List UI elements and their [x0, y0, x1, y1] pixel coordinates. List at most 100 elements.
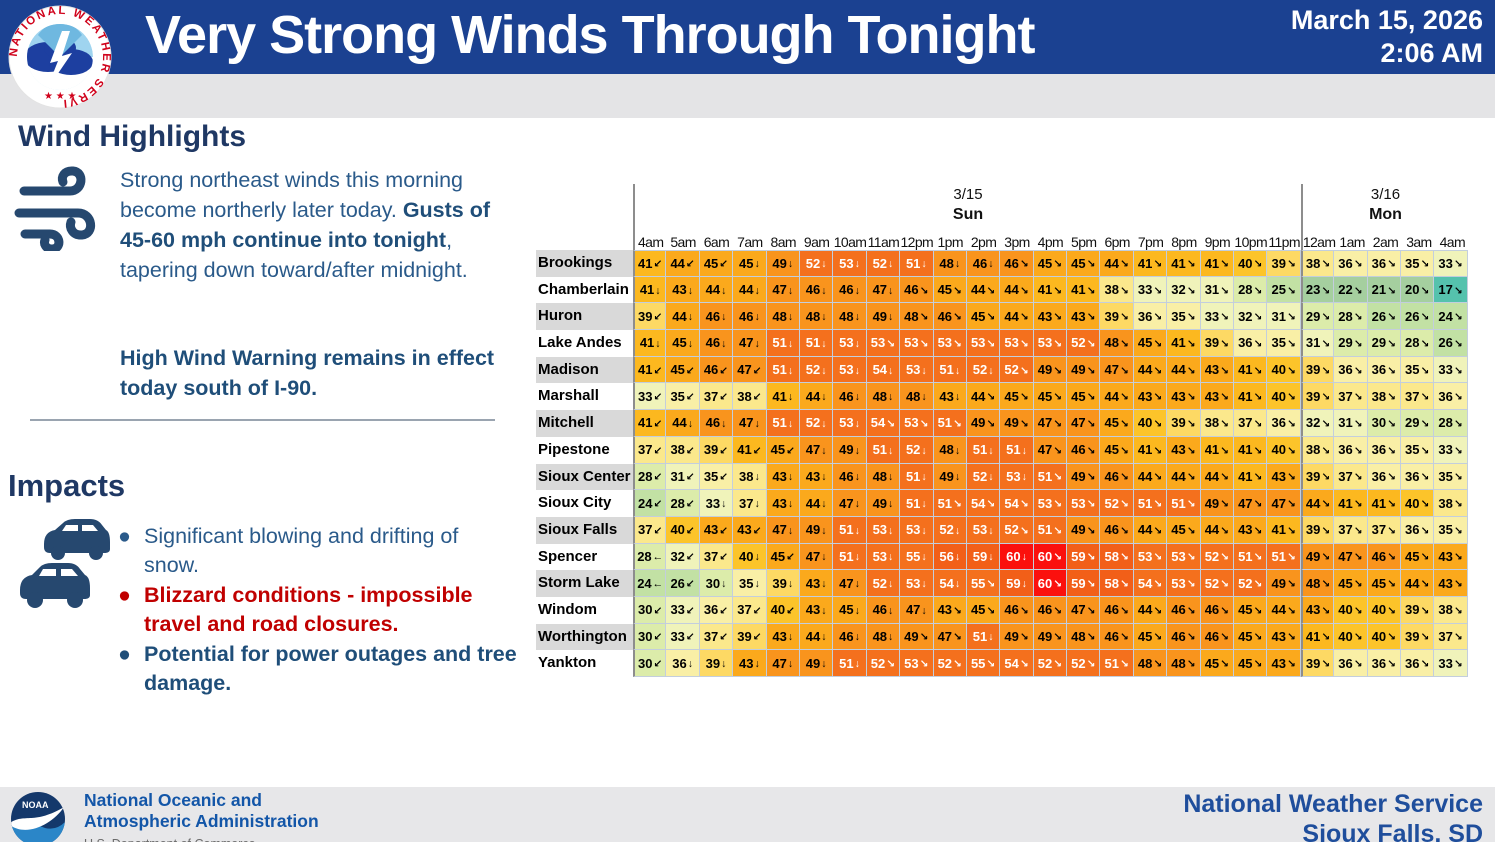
- gust-cell: 47 ↓: [900, 596, 934, 624]
- wind-direction-arrow-icon: ↓: [821, 471, 827, 484]
- gust-cell: 36 ↘: [1334, 250, 1368, 277]
- gust-value: 33: [1137, 282, 1153, 298]
- gust-value: 43: [1171, 388, 1186, 404]
- gust-value: 54: [870, 415, 886, 431]
- gust-cell: 53 ↘: [900, 330, 934, 357]
- wind-direction-arrow-icon: ↘: [1420, 311, 1430, 324]
- wind-direction-arrow-icon: ↘: [1387, 417, 1396, 430]
- gust-value: 40: [1338, 602, 1353, 618]
- wind-direction-arrow-icon: ↙: [653, 524, 663, 537]
- gust-cell: 45 ↘: [1100, 410, 1134, 437]
- gust-value: 52: [972, 468, 988, 484]
- gust-value: 46: [839, 388, 854, 404]
- wind-direction-arrow-icon: ↙: [752, 444, 762, 457]
- wind-direction-arrow-icon: ↓: [754, 498, 760, 511]
- gust-cell: 29 ↘: [1300, 303, 1335, 331]
- wind-direction-arrow-icon: ↘: [986, 417, 996, 430]
- gust-value: 43: [1204, 362, 1220, 378]
- gust-cell: 49 ↘: [1033, 356, 1068, 384]
- wind-direction-arrow-icon: ↘: [919, 311, 929, 324]
- gust-value: 24: [1438, 308, 1453, 324]
- wind-direction-arrow-icon: ↘: [1286, 258, 1296, 271]
- gust-value: 43: [937, 602, 953, 618]
- gust-value: 48: [805, 308, 821, 324]
- gust-cell: 39 ↘: [1200, 330, 1235, 357]
- gust-value: 45: [1137, 335, 1153, 351]
- gust-cell: 44 ↘: [1167, 356, 1201, 384]
- wind-direction-arrow-icon: ↘: [1119, 498, 1129, 511]
- wind-direction-arrow-icon: ↘: [1387, 311, 1396, 324]
- gust-value: 43: [672, 282, 687, 298]
- gust-cell: 51 ↓: [966, 623, 1001, 651]
- gust-cell: 59 ↘: [1067, 543, 1101, 571]
- wind-text-bold: Gusts of 45-60 mph continue into tonight: [120, 198, 491, 252]
- gust-value: 26: [670, 575, 685, 591]
- high-wind-warning-text: High Wind Warning remains in effect toda…: [120, 346, 495, 400]
- wind-direction-arrow-icon: ↘: [1153, 524, 1163, 537]
- wind-direction-arrow-icon: ↘: [1321, 284, 1331, 297]
- wind-direction-arrow-icon: ↘: [1286, 578, 1296, 591]
- wind-direction-arrow-icon: ↘: [1086, 284, 1096, 297]
- gust-value: 37: [737, 602, 752, 618]
- gust-cell: 52 ↓: [966, 356, 1001, 384]
- wind-direction-arrow-icon: ↘: [1253, 578, 1263, 591]
- gust-value: 46: [805, 282, 821, 298]
- gust-cell: 28 ↘: [1234, 276, 1268, 304]
- gust-cell: 53 ↘: [1000, 330, 1034, 357]
- noaa-agency-text: National Oceanic and Atmospheric Adminis…: [84, 790, 319, 842]
- wind-text-normal-1: Strong northeast winds this morning beco…: [120, 168, 463, 222]
- gust-value: 49: [839, 442, 854, 458]
- gust-value: 45: [1071, 388, 1086, 404]
- gust-value: 43: [805, 575, 821, 591]
- wind-direction-arrow-icon: ↓: [721, 417, 727, 430]
- gust-value: 41: [1037, 282, 1053, 298]
- gust-cell: 28 ←: [633, 543, 667, 571]
- table-row: Brookings 41 ↙ 44 ↙ 45 ↙ 45 ↓ 49 ↓ 52 ↓ 53 ↓ 52 ↓ 51 ↓ 48 ↓ 4…: [536, 250, 1469, 277]
- wind-direction-arrow-icon: ↘: [886, 417, 896, 430]
- time-label: 6am: [703, 234, 730, 250]
- wind-direction-arrow-icon: ↘: [1019, 604, 1029, 617]
- gust-value: 46: [739, 308, 754, 324]
- gust-value: 39: [772, 575, 787, 591]
- gust-cell: 60 ↘: [1033, 570, 1068, 597]
- gust-value: 29: [1338, 335, 1353, 351]
- day-name: Sun: [952, 206, 984, 223]
- gust-value: 49: [970, 415, 986, 431]
- wind-direction-arrow-icon: ↘: [1220, 551, 1229, 564]
- city-label: Windom: [536, 596, 633, 624]
- wind-direction-arrow-icon: ↓: [787, 631, 794, 644]
- gust-cell: 45 ↓: [833, 596, 867, 624]
- wind-direction-arrow-icon: ↘: [1119, 391, 1129, 404]
- gust-cell: 45 ↘: [1033, 250, 1068, 277]
- wind-direction-arrow-icon: ↘: [1053, 337, 1063, 350]
- gust-value: 46: [1104, 522, 1119, 538]
- wind-direction-arrow-icon: ↓: [787, 337, 794, 350]
- gust-cell: 54 ↓: [933, 570, 967, 597]
- time-label: 11am: [867, 234, 900, 250]
- gust-cell: 46 ↘: [1000, 250, 1034, 277]
- gust-value: 54: [1004, 655, 1019, 671]
- gust-cell: 48 ↘: [1300, 570, 1335, 597]
- wind-direction-arrow-icon: ↓: [754, 417, 760, 430]
- gust-value: 46: [1004, 255, 1019, 271]
- time-label: 3am: [1406, 234, 1432, 250]
- gust-cell: 45 ↘: [1133, 623, 1168, 651]
- gust-cell: 47 ↓: [799, 543, 834, 571]
- gust-cell: 45 ↓: [666, 330, 700, 357]
- gust-value: 51: [772, 415, 787, 431]
- gust-cell: 31 ↘: [1334, 410, 1368, 437]
- wind-direction-arrow-icon: ↓: [687, 417, 693, 430]
- city-label: Madison: [536, 356, 633, 384]
- wind-direction-arrow-icon: ↘: [1220, 311, 1229, 324]
- gust-value: 31: [1271, 308, 1286, 324]
- gust-cell: 47 ↘: [1100, 356, 1134, 384]
- gust-cell: 37 ↘: [1334, 383, 1368, 411]
- time-label: 9am: [803, 234, 830, 250]
- wind-direction-arrow-icon: ↘: [1119, 337, 1129, 350]
- gust-cell: 43 ↘: [1267, 650, 1301, 677]
- wind-direction-arrow-icon: ↘: [1086, 498, 1096, 511]
- gust-cell: 39 ↙: [633, 303, 667, 331]
- wind-direction-arrow-icon: ↘: [1086, 364, 1096, 377]
- wind-direction-arrow-icon: ↘: [1153, 551, 1163, 564]
- gust-value: 32: [1238, 308, 1253, 324]
